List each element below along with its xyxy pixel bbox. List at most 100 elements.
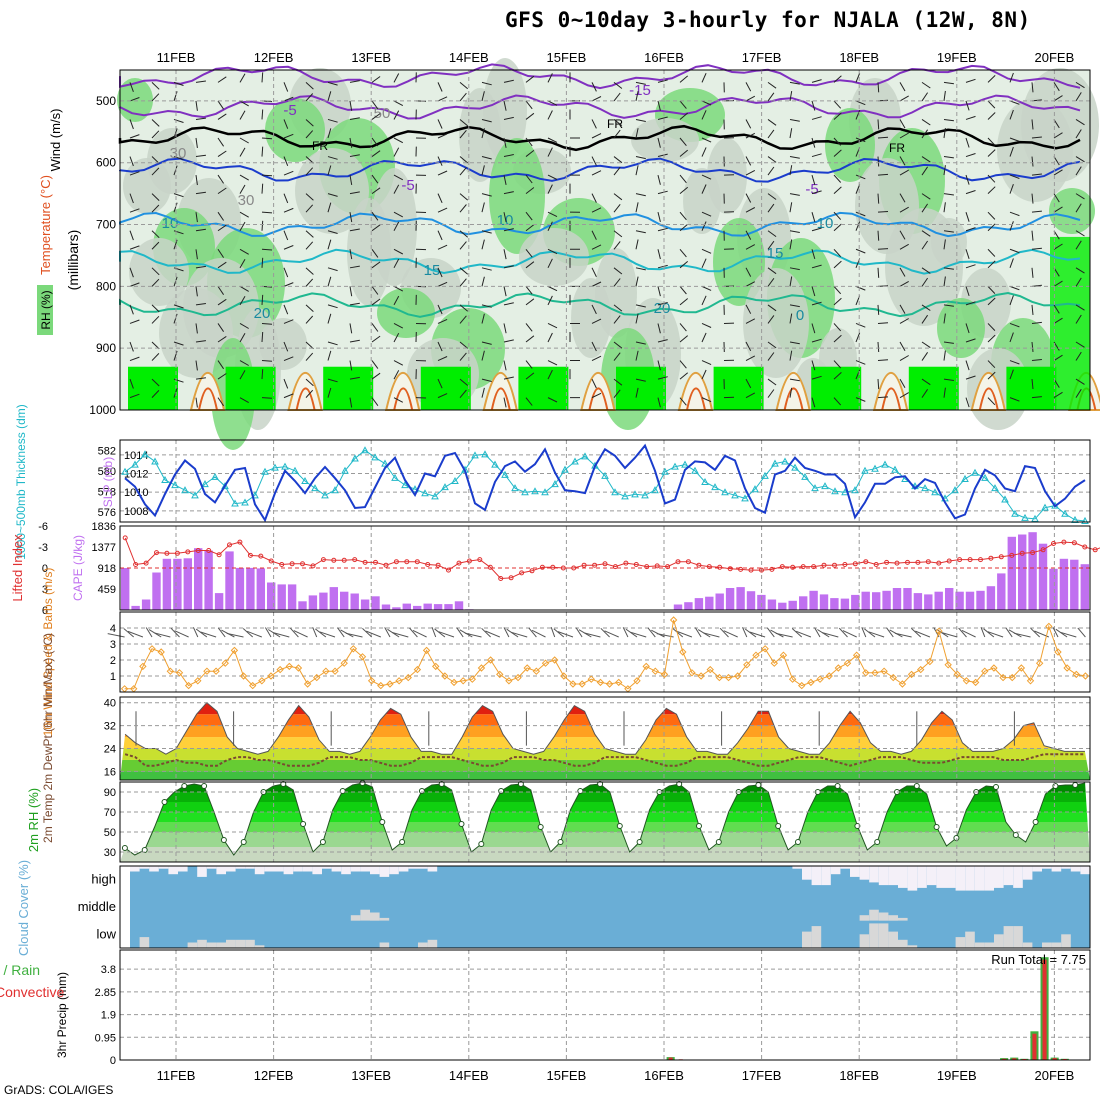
precip-convective-bar xyxy=(1032,1033,1037,1060)
upper-wind-barb xyxy=(1031,321,1042,324)
upper-wind-barb xyxy=(261,183,264,194)
upper-wind-barb xyxy=(701,211,712,217)
thickness-point xyxy=(401,481,409,489)
surface-wind-barb xyxy=(766,627,775,638)
cape-bar xyxy=(757,594,766,610)
slp-tick-label: 1012 xyxy=(124,469,148,481)
upper-wind-barb xyxy=(1031,136,1042,139)
upper-wind-barb xyxy=(613,203,621,213)
wind-speed-point xyxy=(331,667,339,675)
upper-wind-barb xyxy=(745,82,752,92)
upper-wind-barb xyxy=(305,81,314,90)
rh-point xyxy=(379,819,386,825)
upper-wind-barb xyxy=(239,211,249,218)
upper-wind-barb xyxy=(129,156,134,167)
wind-speed-point xyxy=(441,672,449,680)
rh-shade xyxy=(519,228,589,286)
upper-wind-barb xyxy=(1009,146,1014,157)
upper-wind-barb xyxy=(591,133,602,139)
cloud-high-bar xyxy=(830,866,841,875)
upper-wind-barb xyxy=(129,319,140,324)
upper-wind-barb xyxy=(217,113,227,120)
cloud-high-bar xyxy=(322,866,332,869)
upper-wind-barb xyxy=(305,304,314,312)
upper-wind-barb xyxy=(657,116,668,120)
upper-wind-barb xyxy=(547,369,553,380)
upper-wind-barb xyxy=(173,341,184,346)
upper-wind-barb xyxy=(987,112,996,120)
upper-wind-barb xyxy=(1075,119,1085,126)
upper-wind-barb xyxy=(349,175,353,185)
upper-wind-barb xyxy=(393,110,400,120)
surface-wind-barb xyxy=(1052,627,1059,638)
upper-wind-barb xyxy=(789,128,793,139)
upper-wind-barb xyxy=(283,393,294,399)
upper-wind-barb xyxy=(657,339,668,343)
surface-wind-barb xyxy=(1013,632,1031,638)
cloud-mid-bar xyxy=(869,909,879,921)
upper-wind-barb xyxy=(635,267,646,271)
upper-wind-barb xyxy=(459,389,467,398)
cape-bar xyxy=(183,558,192,610)
date-label-top: 14FEB xyxy=(449,50,489,65)
lifted-index-point xyxy=(779,564,785,570)
lifted-index-point xyxy=(216,552,222,558)
upper-wind-barb xyxy=(371,323,379,332)
rh-point xyxy=(478,841,485,847)
cape-bar xyxy=(1038,543,1048,610)
upper-wind-barb xyxy=(371,335,381,343)
rh-point xyxy=(181,783,188,789)
thickness-point xyxy=(881,460,889,468)
upper-wind-barb xyxy=(789,341,800,345)
upper-wind-barb xyxy=(657,264,668,269)
upper-wind-barb xyxy=(305,278,314,287)
upper-wind-barb xyxy=(1031,156,1034,167)
upper-wind-barb xyxy=(987,174,996,183)
thickness-point xyxy=(131,460,139,468)
rh-point xyxy=(775,823,782,829)
cloud-high-bar xyxy=(946,866,956,888)
lifted-index-point xyxy=(341,557,347,563)
upper-wind-barb xyxy=(217,360,225,370)
wind-speed-point xyxy=(642,662,650,671)
cloud-low-bar xyxy=(878,923,889,948)
thickness-point xyxy=(861,466,869,474)
wind-speed-point xyxy=(733,672,742,680)
isotherm-label: 50 xyxy=(374,105,391,122)
upper-wind-barb xyxy=(701,110,707,120)
date-label-top: 16FEB xyxy=(644,50,684,65)
upper-wind-barb xyxy=(1009,248,1020,254)
upper-wind-barb xyxy=(327,118,338,123)
cape-bar xyxy=(746,591,756,610)
upper-wind-barb xyxy=(525,100,533,110)
wind-speed-point xyxy=(898,680,907,688)
upper-wind-barb xyxy=(701,332,707,343)
upper-wind-barb xyxy=(1053,82,1060,92)
lifted-index-point xyxy=(748,567,754,573)
cloud-low-bar xyxy=(965,931,975,948)
lifted-index-point xyxy=(988,555,994,561)
upper-wind-barb xyxy=(459,204,467,213)
isotherm-30 xyxy=(686,387,706,411)
cape-bar xyxy=(986,586,996,610)
thickness-point xyxy=(621,492,629,500)
upper-wind-barb xyxy=(547,147,553,157)
lifted-index-point xyxy=(154,550,159,556)
wind-speed-point xyxy=(358,653,367,661)
rh-band xyxy=(120,792,1090,802)
pressure-tick-label: 1000 xyxy=(89,403,116,417)
wind-frame xyxy=(119,611,1091,693)
pressure-tick-label: 500 xyxy=(96,94,116,108)
cloud-high-bar xyxy=(264,866,274,872)
upper-wind-barb xyxy=(1009,322,1020,328)
wind-speed-point xyxy=(1063,664,1071,672)
upper-wind-barb xyxy=(305,241,314,250)
lifted-index-point xyxy=(477,557,483,563)
upper-wind-barb xyxy=(1009,184,1014,194)
upper-wind-barb xyxy=(811,190,822,195)
cloud-mid-bar xyxy=(370,912,380,921)
cape-bar xyxy=(173,558,182,610)
cape-bar xyxy=(913,593,923,610)
upper-wind-barb xyxy=(1075,156,1085,163)
upper-wind-barb xyxy=(899,378,906,389)
